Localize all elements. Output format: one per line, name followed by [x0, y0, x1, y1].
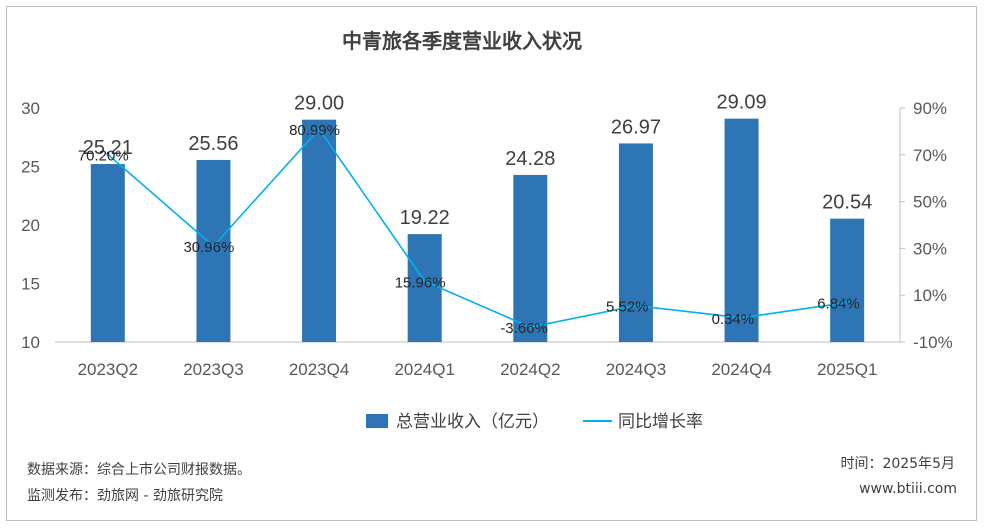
bar-value-label: 24.28 [505, 148, 555, 170]
bar [724, 118, 759, 342]
line-point [634, 304, 638, 308]
y-right-tick-label: 10% [913, 286, 947, 305]
bar [407, 234, 442, 342]
chart-title: 中青旅各季度营业收入状况 [342, 29, 582, 53]
bar-value-label: 25.56 [188, 133, 238, 155]
growth-value-label: 30.96% [183, 239, 234, 256]
growth-value-label: 15.96% [395, 274, 446, 291]
bar-value-label: 29.00 [294, 93, 344, 115]
line-point [423, 279, 427, 283]
x-tick-label: 2024Q2 [500, 360, 561, 379]
x-tick-label: 2023Q3 [183, 360, 244, 379]
y-right-tick-label: 30% [913, 239, 947, 258]
line-point [317, 127, 321, 131]
bar-series [90, 118, 865, 342]
y-right-tick-label: 50% [913, 193, 947, 212]
chart-axes: 10 15 20 25 30 -10% 10% 30% 50% 70% 90% 2023Q2 2023Q… [21, 99, 953, 379]
bar [513, 174, 548, 342]
bar [302, 119, 337, 342]
y-right-tick-label: 90% [913, 99, 947, 118]
legend: 总营业收入（亿元） 同比增长率 [366, 412, 703, 432]
line-point [211, 244, 215, 248]
x-tick-label: 2023Q4 [289, 360, 350, 379]
bar-value-label: 20.54 [822, 192, 872, 214]
x-tick-label: 2024Q3 [606, 360, 667, 379]
x-tick-label: 2025Q1 [817, 360, 878, 379]
x-tick-label: 2023Q2 [78, 360, 139, 379]
x-tick-label: 2024Q4 [711, 360, 772, 379]
growth-value-label: 80.99% [289, 122, 340, 139]
data-labels: 25.21 25.56 29.00 19.22 24.28 26.97 29.09 20.54… [78, 92, 872, 338]
growth-value-label: 0.34% [712, 311, 755, 328]
y-left-tick-label: 30 [21, 99, 40, 118]
bar [196, 159, 231, 342]
bar [830, 218, 865, 342]
bar-value-label: 29.09 [717, 92, 767, 114]
legend-bar-swatch [366, 414, 388, 428]
chart-frame [6, 6, 977, 521]
legend-bar-label: 总营业收入（亿元） [396, 412, 549, 432]
growth-value-label: 5.52% [606, 299, 649, 316]
y-left-tick-label: 10 [21, 333, 40, 352]
line-point [845, 301, 849, 305]
footer-time: 时间：2025年5月 [840, 456, 955, 472]
line-series [106, 127, 849, 329]
growth-value-label: -3.66% [500, 320, 548, 337]
line-point [528, 325, 532, 329]
y-left-tick-label: 15 [21, 275, 40, 294]
footer-source: 数据来源：综合上市公司财报数据。 [27, 461, 251, 478]
x-tick-label: 2024Q1 [394, 360, 455, 379]
footer-monitor: 监测发布：劲旅网 - 劲旅研究院 [27, 488, 223, 504]
y-left-tick-label: 20 [21, 216, 40, 235]
bar-value-label: 25.21 [83, 137, 133, 159]
footer-site: www.btiii.com [859, 481, 957, 497]
line-point [740, 316, 744, 320]
bar-value-label: 26.97 [611, 116, 661, 138]
growth-value-label: 6.84% [817, 296, 860, 313]
growth-value-label: 70.20% [78, 147, 129, 164]
y-right-tick-label: -10% [913, 333, 953, 352]
y-left-tick-label: 25 [21, 158, 40, 177]
bar [618, 143, 653, 342]
bar [90, 164, 125, 342]
line-point [106, 152, 110, 156]
growth-line [107, 127, 848, 328]
bar-value-label: 19.22 [400, 207, 450, 229]
y-right-tick-label: 70% [913, 146, 947, 165]
legend-line-label: 同比增长率 [618, 412, 703, 432]
